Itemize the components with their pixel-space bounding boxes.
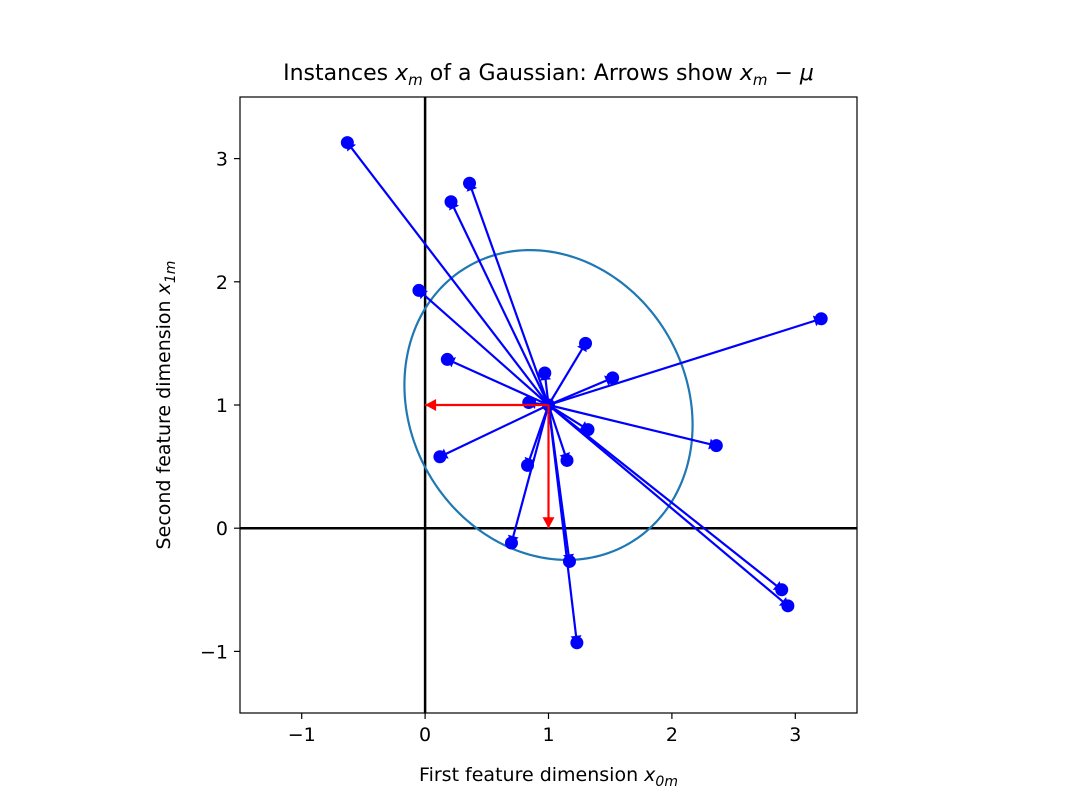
x-axis-label-text: First feature dimension (419, 764, 644, 786)
y-axis-label: Second feature dimension x1m (153, 261, 179, 550)
instance-arrow-6 (547, 342, 587, 406)
covariance-ellipse (403, 248, 694, 562)
instance-arrow-19 (547, 404, 789, 607)
title-prefix: Instances (283, 61, 395, 86)
instance-arrow-0 (346, 141, 550, 406)
instance-point-0 (340, 136, 354, 150)
instance-point-14 (560, 453, 574, 467)
instance-arrow-17 (547, 404, 578, 643)
instance-arrow-10 (548, 403, 717, 447)
title-var-2: x (739, 61, 754, 86)
instance-point-1 (444, 195, 458, 209)
y-tick-label-4: 3 (216, 149, 228, 171)
instance-arrow-2 (468, 182, 550, 406)
instance-arrow-18 (547, 404, 783, 591)
x-axis-label-sub: 0m (655, 774, 678, 790)
y-axis-label-text: Second feature dimension (153, 294, 175, 549)
instance-point-7 (606, 371, 620, 385)
title-sub-1: m (408, 71, 423, 89)
instance-point-18 (775, 583, 789, 597)
y-tick-label-2: 1 (216, 395, 228, 417)
title-minus: − (767, 61, 799, 86)
instance-point-6 (579, 336, 593, 350)
instance-point-3 (412, 283, 426, 297)
title-var-1: x (394, 61, 409, 86)
x-axis-label: First feature dimension x0m (419, 764, 678, 790)
plot-area (240, 97, 857, 713)
x-tick-label-2: 1 (542, 724, 554, 746)
instance-point-2 (463, 176, 477, 190)
instance-arrow-12 (439, 404, 549, 458)
y-tick-label-1: 0 (216, 518, 228, 540)
instance-arrow-14 (547, 404, 569, 461)
instance-point-16 (562, 554, 576, 568)
title-sub-2: m (753, 71, 768, 89)
instance-point-9 (522, 396, 536, 410)
instance-point-17 (570, 636, 584, 650)
instance-arrow-3 (418, 289, 550, 406)
title-mu: μ (799, 61, 814, 86)
mean-arrowhead-0 (425, 399, 437, 411)
y-tick-label-0: −1 (200, 641, 228, 663)
mean-arrowhead-1 (542, 517, 555, 529)
x-axis-label-var: x (643, 764, 656, 786)
instance-point-4 (440, 352, 454, 366)
instance-arrow-15 (510, 404, 550, 544)
x-tick-label-0: −1 (288, 724, 316, 746)
chart-title: Instances xm of a Gaussian: Arrows show … (283, 61, 814, 89)
x-tick-label-4: 3 (789, 724, 801, 746)
instance-point-15 (504, 536, 518, 550)
instance-point-5 (538, 366, 552, 380)
title-mid: of a Gaussian: Arrows show (423, 61, 740, 86)
x-tick-label-3: 2 (666, 724, 678, 746)
instance-point-10 (709, 439, 723, 453)
x-tick-label-1: 0 (419, 724, 431, 746)
y-axis-label-var: x (153, 282, 175, 295)
y-tick-label-3: 2 (216, 272, 228, 294)
instance-arrow-1 (450, 201, 550, 406)
instance-point-12 (433, 450, 447, 464)
ticks: −1 0 1 2 3 −1 0 1 2 3 (200, 149, 801, 746)
instance-point-8 (814, 312, 828, 326)
instance-point-19 (781, 599, 795, 613)
y-axis-label-sub: 1m (163, 261, 179, 284)
instance-arrow-8 (548, 317, 822, 407)
